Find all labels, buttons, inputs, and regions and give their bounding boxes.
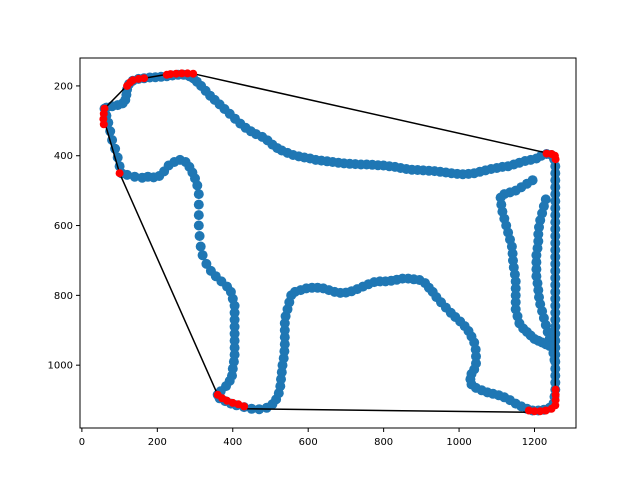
contour-point: [229, 314, 240, 325]
contour-point: [471, 351, 481, 362]
contour-point: [197, 250, 208, 261]
y-tick-label: 400: [54, 151, 73, 162]
contour-point: [194, 231, 205, 241]
hull-point: [189, 69, 198, 78]
plot-area: [99, 69, 561, 416]
axes-frame: [79, 57, 577, 429]
hull-point: [162, 70, 171, 79]
contour-point: [229, 328, 240, 339]
x-tick-label: 200: [148, 437, 167, 448]
hull-point: [551, 385, 560, 394]
contour-point: [510, 297, 521, 308]
contour-point: [229, 307, 240, 318]
x-tick-label: 600: [299, 437, 318, 448]
y-tick-label: 800: [54, 291, 73, 302]
hull-point: [530, 407, 539, 416]
x-axis: 0 200 400 600 800 1000 1200: [79, 428, 547, 448]
contour-point: [531, 250, 542, 261]
contour-point: [531, 264, 542, 275]
contour-point: [229, 335, 240, 346]
contour-point: [195, 241, 206, 252]
contour-point: [193, 210, 204, 221]
y-axis: 200 400 600 800 1000: [48, 81, 80, 372]
contour-point: [510, 276, 521, 287]
contour-point: [279, 339, 290, 350]
contour-point: [193, 220, 204, 231]
contour-point: [510, 283, 521, 294]
hull-point: [183, 69, 192, 78]
contour-point: [544, 341, 555, 351]
contour-point: [229, 342, 240, 353]
hull-point: [99, 120, 108, 129]
contour-point: [510, 290, 521, 301]
x-tick-label: 1200: [522, 437, 547, 448]
x-tick-label: 0: [79, 437, 85, 448]
contour-point: [279, 332, 290, 343]
contour-point: [129, 171, 140, 182]
x-tick-label: 800: [374, 437, 393, 448]
contour-point: [229, 321, 240, 332]
hull-point: [123, 81, 132, 90]
contour-point: [531, 257, 542, 268]
hull-point: [115, 169, 124, 178]
hull-point: [240, 402, 249, 411]
contour-point: [549, 354, 560, 365]
contour-point: [533, 229, 544, 240]
x-tick-label: 1000: [446, 437, 471, 448]
y-tick-label: 1000: [48, 361, 73, 372]
contour-point: [229, 300, 240, 311]
hull-point: [542, 149, 551, 158]
hull-point: [172, 69, 181, 78]
contour-point: [122, 169, 133, 180]
contour-point: [193, 199, 204, 210]
y-tick-label: 200: [54, 81, 73, 92]
contour-point: [192, 180, 203, 191]
contour-point: [193, 189, 204, 200]
contour-point: [279, 325, 290, 336]
x-tick-label: 400: [223, 437, 242, 448]
y-tick-label: 600: [54, 221, 73, 232]
